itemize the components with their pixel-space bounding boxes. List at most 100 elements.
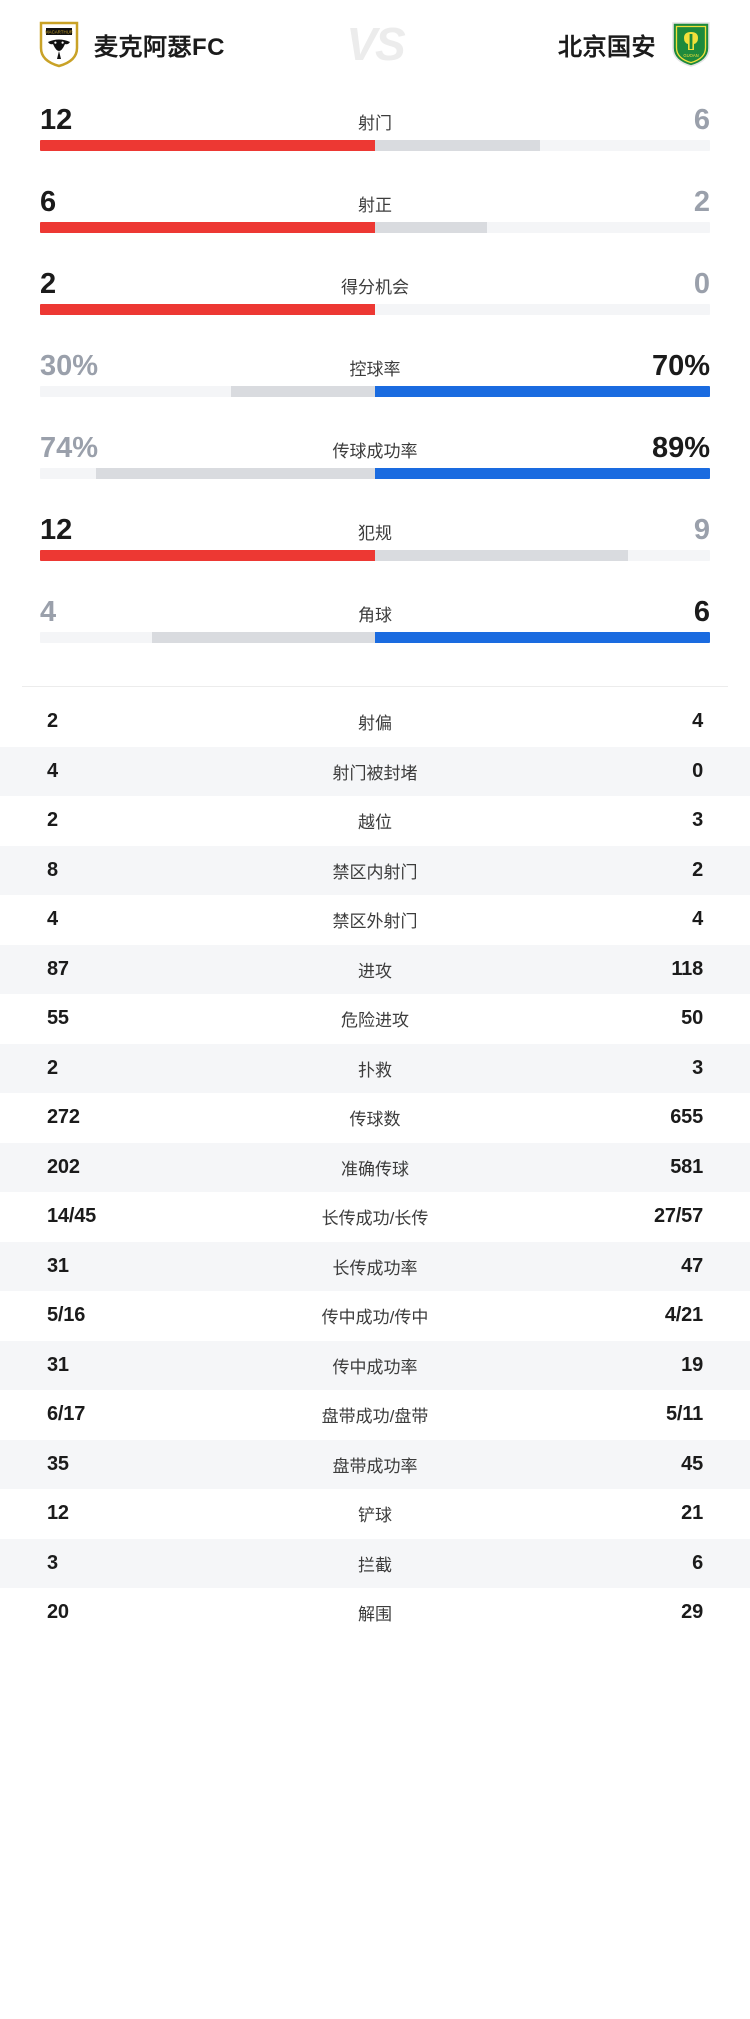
home-value: 8 (47, 858, 58, 881)
stat-label: 射正 (358, 196, 392, 215)
home-value: 272 (47, 1106, 80, 1129)
table-row: 3 拦截 6 (0, 1538, 750, 1588)
stat-label: 长传成功/长传 (321, 1209, 429, 1229)
home-value: 12 (47, 1502, 69, 1525)
away-value: 89% (651, 432, 710, 464)
home-value: 20 (47, 1601, 69, 1624)
bar-track (40, 468, 710, 479)
table-row: 272 传球数 655 (0, 1093, 750, 1143)
home-bar-segment (231, 386, 375, 397)
home-value: 87 (47, 957, 69, 980)
stat-label: 准确传球 (341, 1159, 409, 1179)
home-value: 6 (40, 186, 57, 218)
table-row: 31 传中成功率 19 (0, 1340, 750, 1390)
home-value: 74% (40, 432, 99, 464)
home-value: 2 (40, 268, 57, 300)
table-row: 6/17 盘带成功/盘带 5/11 (0, 1390, 750, 1440)
away-value: 6 (693, 104, 710, 136)
bar-stat-row: 30% 控球率 70% (0, 340, 750, 422)
bar-stat-header: 4 角球 6 (40, 592, 710, 632)
away-value: 3 (692, 809, 703, 832)
stat-label: 禁区内射门 (332, 862, 418, 882)
away-value: 21 (681, 1502, 703, 1525)
bar-stat-header: 2 得分机会 0 (40, 264, 710, 304)
away-value: 27/57 (653, 1205, 703, 1228)
home-bar-segment (40, 304, 375, 315)
stat-label: 盘带成功/盘带 (321, 1407, 429, 1427)
stat-label: 角球 (358, 606, 392, 625)
away-team-name: 北京国安 (558, 33, 656, 61)
stat-label: 拦截 (358, 1555, 392, 1575)
bar-stat-row: 12 犯规 9 (0, 504, 750, 586)
stat-label: 传中成功/传中 (321, 1308, 429, 1328)
away-team[interactable]: 北京国安 GUOAN (558, 20, 712, 68)
stat-label: 犯规 (358, 524, 392, 543)
bar-track (40, 222, 710, 233)
home-value: 2 (47, 710, 58, 733)
stat-label: 越位 (358, 813, 392, 833)
table-row: 202 准确传球 581 (0, 1142, 750, 1192)
home-value: 30% (40, 350, 99, 382)
bar-stat-row: 74% 传球成功率 89% (0, 422, 750, 504)
section-divider (22, 686, 728, 687)
beijing-guoan-crest-icon: GUOAN (672, 22, 710, 67)
away-value: 70% (651, 350, 710, 382)
table-row: 35 盘带成功率 45 (0, 1439, 750, 1489)
home-value: 2 (47, 809, 58, 832)
home-value: 31 (47, 1254, 69, 1277)
away-value: 655 (670, 1106, 703, 1129)
away-value: 6 (693, 596, 710, 628)
table-row: 31 长传成功率 47 (0, 1241, 750, 1291)
stat-label: 得分机会 (341, 278, 409, 297)
home-team-name: 麦克阿瑟FC (94, 33, 225, 61)
away-value: 45 (681, 1452, 703, 1475)
bar-stat-header: 12 犯规 9 (40, 510, 710, 550)
bar-stat-row: 4 角球 6 (0, 586, 750, 668)
home-value: 12 (40, 104, 73, 136)
home-value: 14/45 (47, 1205, 97, 1228)
bar-stat-header: 12 射门 6 (40, 100, 710, 140)
stat-label: 危险进攻 (341, 1011, 409, 1031)
home-value: 202 (47, 1155, 80, 1178)
stat-label: 传球成功率 (332, 442, 418, 461)
home-value: 4 (47, 908, 58, 931)
away-bar-segment (375, 550, 628, 561)
away-value: 581 (670, 1155, 703, 1178)
away-value: 9 (693, 514, 710, 546)
away-value: 2 (692, 858, 703, 881)
home-value: 5/16 (47, 1304, 86, 1327)
stat-label: 进攻 (358, 961, 392, 981)
away-bar-segment (375, 386, 710, 397)
macarthur-fc-crest-icon: MACARTHUR (39, 21, 79, 68)
home-bar-segment (40, 222, 375, 233)
away-value: 19 (681, 1353, 703, 1376)
home-bar-segment (151, 632, 375, 643)
away-bar-segment (375, 468, 710, 479)
bar-stat-header: 74% 传球成功率 89% (40, 428, 710, 468)
vs-watermark: VS (346, 18, 405, 70)
home-team[interactable]: MACARTHUR 麦克阿瑟FC (38, 20, 225, 68)
away-value: 29 (681, 1601, 703, 1624)
table-row: 4 禁区外射门 4 (0, 895, 750, 945)
away-bar-segment (375, 632, 710, 643)
away-bar-segment (375, 140, 540, 151)
away-value: 2 (693, 186, 710, 218)
home-bar-segment (40, 550, 375, 561)
home-value: 12 (40, 514, 73, 546)
table-row: 87 进攻 118 (0, 944, 750, 994)
stat-label: 解围 (358, 1605, 392, 1625)
bar-track (40, 550, 710, 561)
bar-stats-section: 12 射门 6 6 射正 2 2 得分机会 0 30% 控球率 70% 74% 传球成功率 89% 12 犯规 9… (0, 88, 750, 678)
home-value: 4 (40, 596, 57, 628)
match-header: MACARTHUR 麦克阿瑟FC VS 北京国安 GUOAN (0, 0, 750, 88)
table-row: 20 解围 29 (0, 1588, 750, 1638)
away-value: 4/21 (664, 1304, 703, 1327)
stat-label: 控球率 (349, 360, 401, 379)
home-value: 31 (47, 1353, 69, 1376)
svg-text:GUOAN: GUOAN (683, 53, 698, 58)
stat-label: 射门被封堵 (332, 763, 418, 783)
away-value: 4 (692, 908, 703, 931)
bar-track (40, 386, 710, 397)
away-bar-segment (375, 222, 487, 233)
